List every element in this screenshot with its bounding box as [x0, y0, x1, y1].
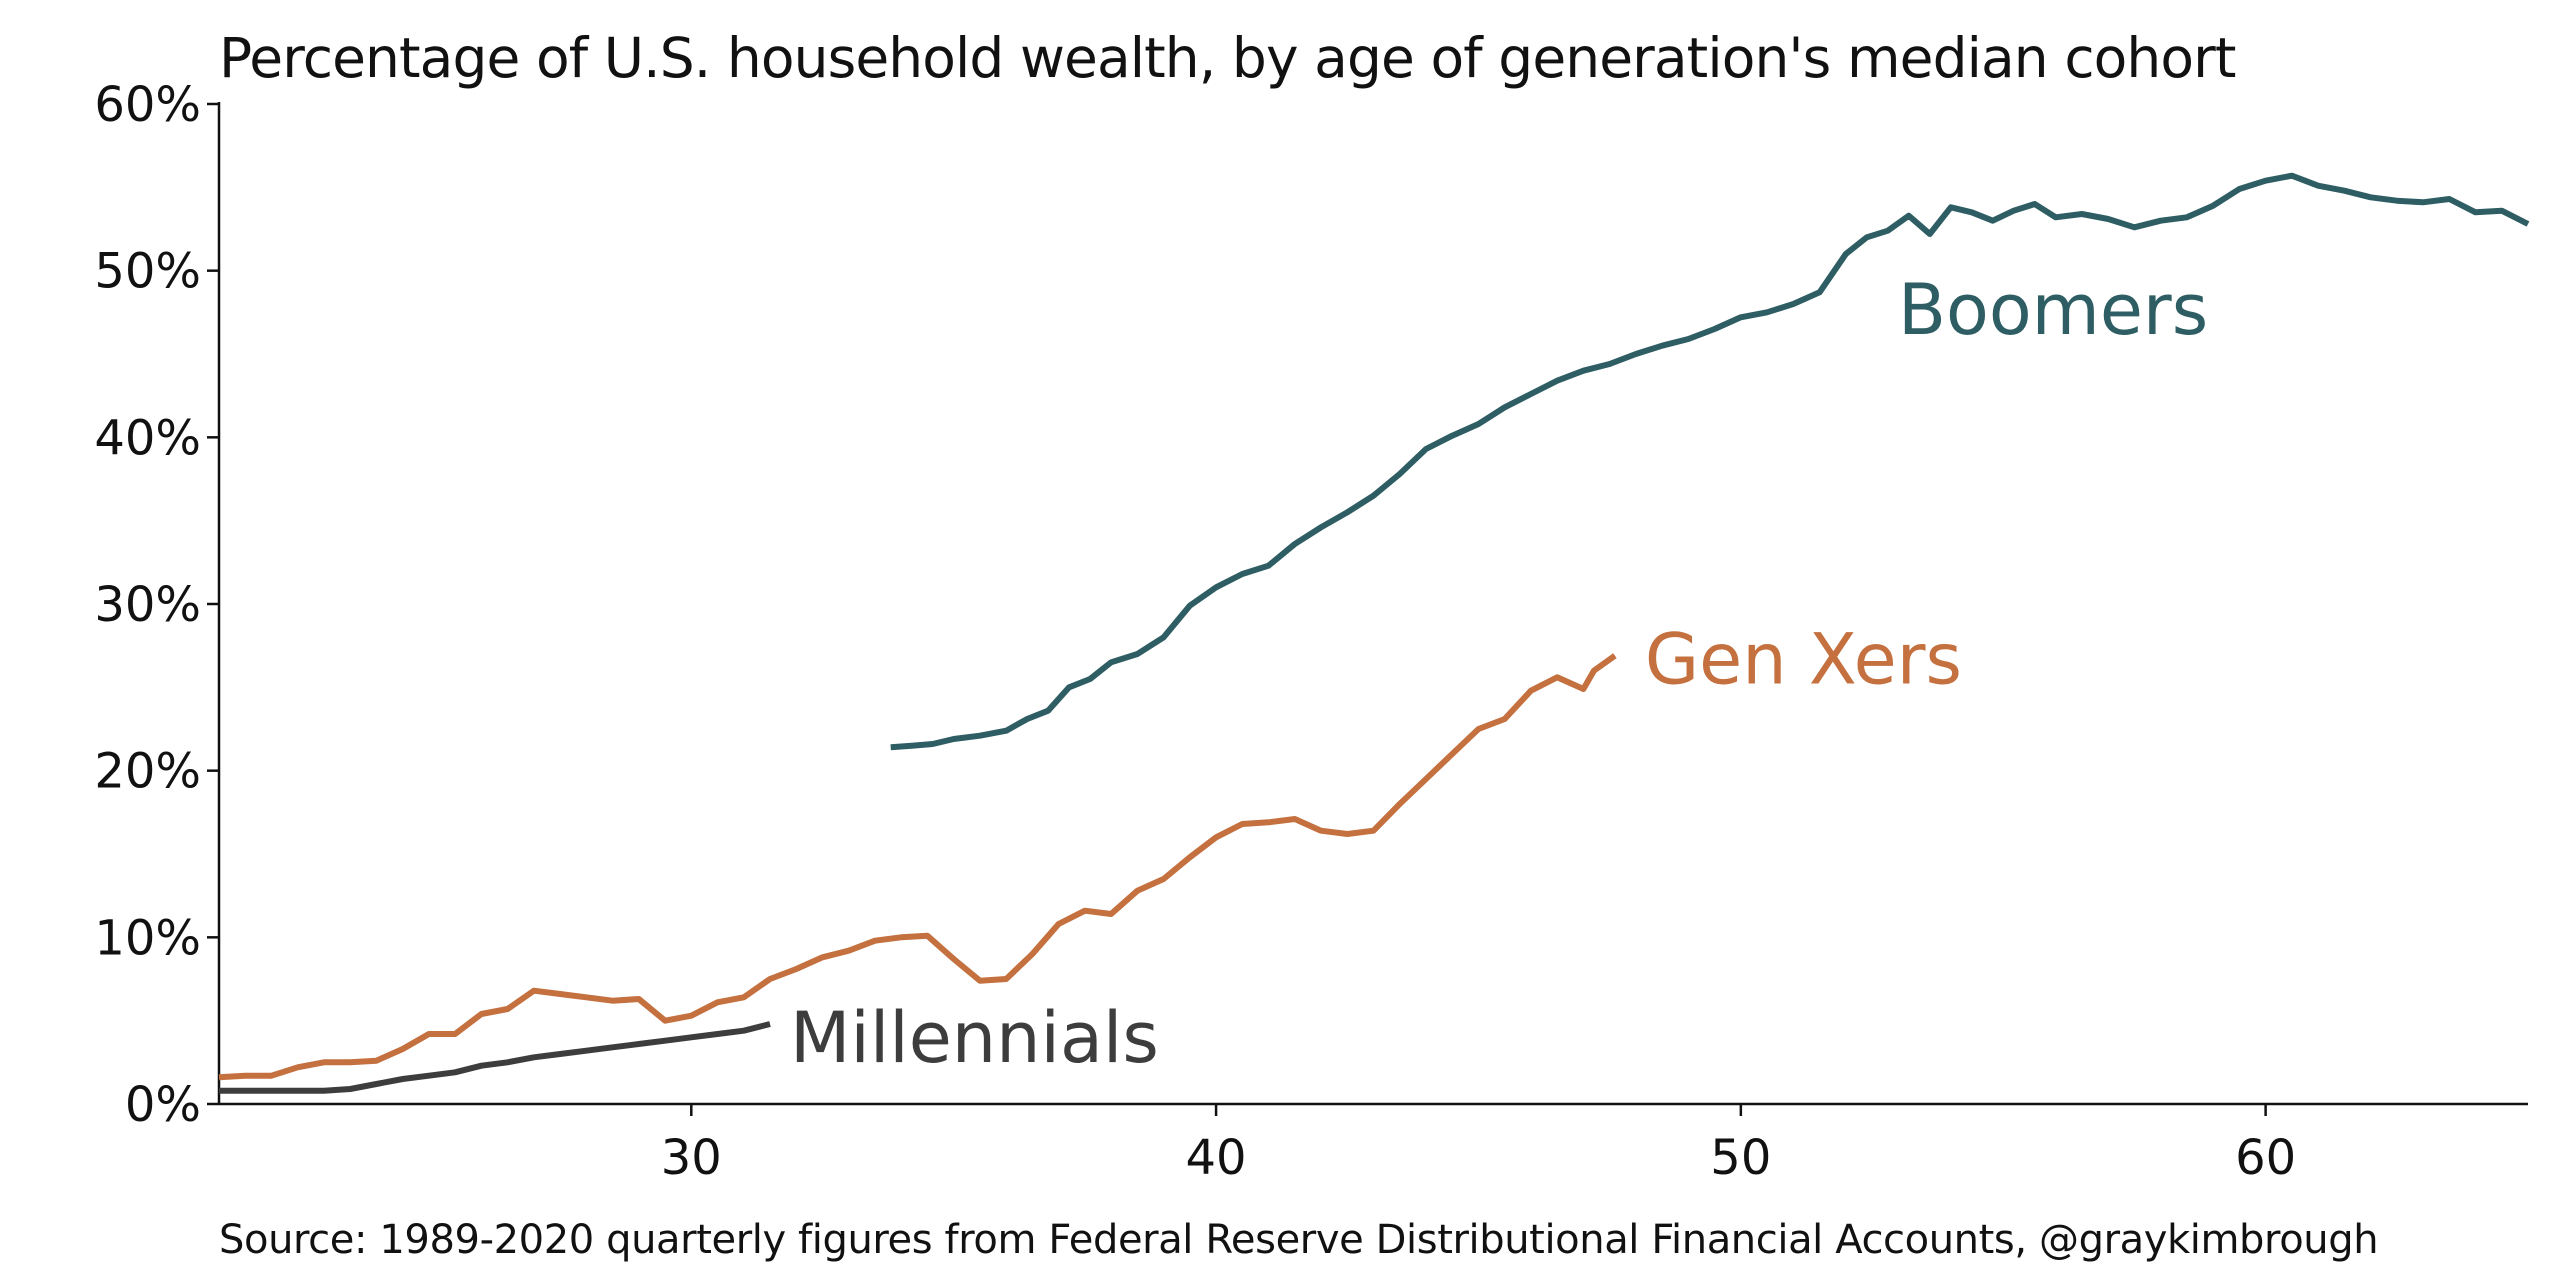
y-tick-label: 50%	[94, 244, 201, 300]
series-labels: Boomers Gen Xers Millennials	[790, 269, 2208, 1079]
series-line-millennials	[219, 1021, 771, 1094]
y-tick-label: 0%	[125, 1077, 201, 1133]
y-tick-label: 10%	[94, 910, 201, 966]
x-tick-label: 30	[661, 1130, 722, 1186]
source-note: Source: 1989-2020 quarterly figures from…	[219, 1217, 2379, 1263]
series-label-gen-xers: Gen Xers	[1645, 619, 1962, 701]
series-line-boomers	[890, 172, 2530, 751]
x-tick-label: 50	[1710, 1130, 1771, 1186]
x-tick-label: 40	[1186, 1130, 1247, 1186]
y-tick-label: 40%	[94, 410, 201, 466]
y-tick-label: 20%	[94, 744, 201, 800]
series-label-millennials: Millennials	[790, 997, 1159, 1079]
chart-title: Percentage of U.S. household wealth, by …	[219, 26, 2236, 90]
x-tick-label: 60	[2235, 1130, 2296, 1186]
axes: 0% 10% 20% 30% 40% 50% 60% 30 40 50 60	[94, 77, 2528, 1186]
y-tick-label: 60%	[94, 77, 201, 133]
series-label-boomers: Boomers	[1898, 269, 2208, 351]
series-lines	[218, 172, 2530, 1094]
series-line-gen-xers	[218, 653, 1617, 1081]
y-tick-label: 30%	[94, 577, 201, 633]
